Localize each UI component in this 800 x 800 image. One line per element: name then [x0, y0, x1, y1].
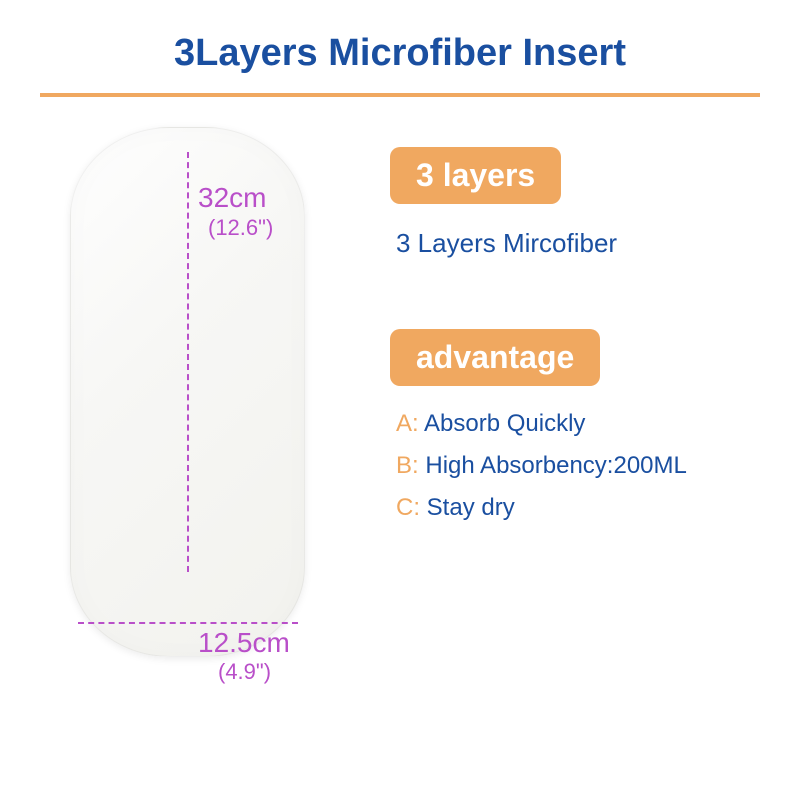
length-label-in: (12.6")	[208, 215, 273, 241]
content-row: 32cm (12.6") 12.5cm (4.9") 3 layers 3 La…	[0, 97, 800, 687]
width-label-cm: 12.5cm	[198, 627, 290, 659]
advantage-item: B: High Absorbency:200ML	[396, 452, 760, 480]
advantage-text: Stay dry	[420, 494, 515, 521]
advantage-key: B:	[396, 452, 419, 479]
advantage-item: C: Stay dry	[396, 494, 760, 522]
advantage-badge: advantage	[390, 329, 600, 386]
advantage-text: High Absorbency:200ML	[419, 452, 687, 479]
length-label-cm: 32cm	[198, 182, 266, 214]
advantage-key: C:	[396, 494, 420, 521]
advantage-list: A: Absorb Quickly B: High Absorbency:200…	[390, 410, 760, 522]
layers-badge: 3 layers	[390, 147, 561, 204]
info-panel: 3 layers 3 Layers Mircofiber advantage A…	[390, 127, 760, 687]
advantage-item: A: Absorb Quickly	[396, 410, 760, 438]
product-diagram: 32cm (12.6") 12.5cm (4.9")	[40, 127, 350, 687]
width-label-in: (4.9")	[218, 659, 271, 685]
advantage-text: Absorb Quickly	[419, 410, 586, 437]
width-dash-line	[78, 622, 298, 624]
length-dash-line	[187, 152, 189, 572]
title-area: 3Layers Microfiber Insert	[0, 0, 800, 97]
advantage-key: A:	[396, 410, 419, 437]
layers-description: 3 Layers Mircofiber	[390, 228, 760, 259]
page-title: 3Layers Microfiber Insert	[0, 32, 800, 75]
